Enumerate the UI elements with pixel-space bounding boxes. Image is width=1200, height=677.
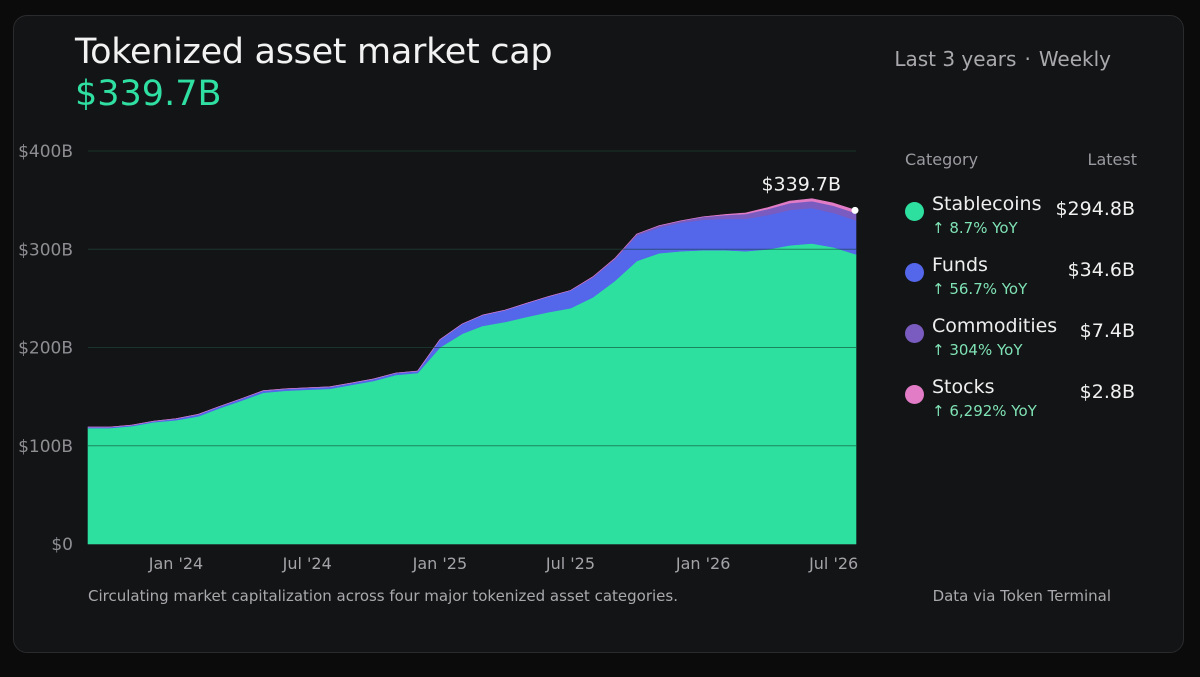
legend-name: Stablecoins [932,193,1042,215]
legend-yoy: ↑ 56.7% YoY [932,280,1028,298]
legend-header: Category Latest [905,150,1137,169]
range-label[interactable]: Last 3 years [894,47,1017,71]
chart-caption: Circulating market capitalization across… [88,587,678,605]
x-tick-label: Jan '26 [675,554,731,573]
stocks-swatch [905,385,924,404]
legend-name: Commodities [932,315,1058,337]
legend-name: Stocks [932,376,995,398]
series-area-stablecoins [87,243,857,545]
annotation-group: $339.7B [761,173,859,214]
x-axis: Jan '24 Jul '24 Jan '25 Jul '25 Jan '26 Jul '… [148,554,859,573]
x-tick-label: Jul '25 [545,554,595,573]
latest-point-marker[interactable] [851,206,859,214]
legend-name: Funds [932,254,988,276]
y-axis: $0 $100B $200B $300B $400B [18,142,73,555]
gridline-overlay [88,150,856,447]
y-tick-label: $200B [18,339,73,359]
legend-latest-header: Latest [1087,150,1137,169]
funds-swatch [905,263,924,282]
chart-title: Tokenized asset market cap [75,32,553,72]
total-market-cap: $339.7B [75,74,222,114]
legend-value: $7.4B [1079,320,1135,342]
y-tick-label: $0 [51,535,73,555]
legend-value: $294.8B [1055,198,1135,220]
latest-value-annotation: $339.7B [761,173,841,195]
data-source: Data via Token Terminal [932,587,1111,605]
x-tick-label: Jan '24 [148,554,204,573]
range-separator: · [1024,47,1031,71]
series-areas [87,150,857,545]
legend-value: $2.8B [1079,381,1135,403]
x-tick-label: Jan '25 [412,554,468,573]
x-tick-label: Jul '24 [282,554,332,573]
y-tick-label: $100B [18,437,73,457]
legend-yoy: ↑ 304% YoY [932,341,1023,359]
y-tick-label: $300B [18,240,73,260]
legend: Category Latest Stablecoins ↑ 8.7% YoY $… [905,150,1137,420]
commodities-swatch [905,324,924,343]
time-range-selector[interactable]: Last 3 years · Weekly [894,47,1111,71]
x-tick-label: Jul '26 [808,554,858,573]
interval-label[interactable]: Weekly [1038,47,1111,71]
y-tick-label: $400B [18,142,73,162]
legend-value: $34.6B [1067,259,1135,281]
stablecoins-swatch [905,202,924,221]
legend-category-header: Category [905,150,979,169]
legend-yoy: ↑ 8.7% YoY [932,219,1018,237]
legend-yoy: ↑ 6,292% YoY [932,402,1037,420]
